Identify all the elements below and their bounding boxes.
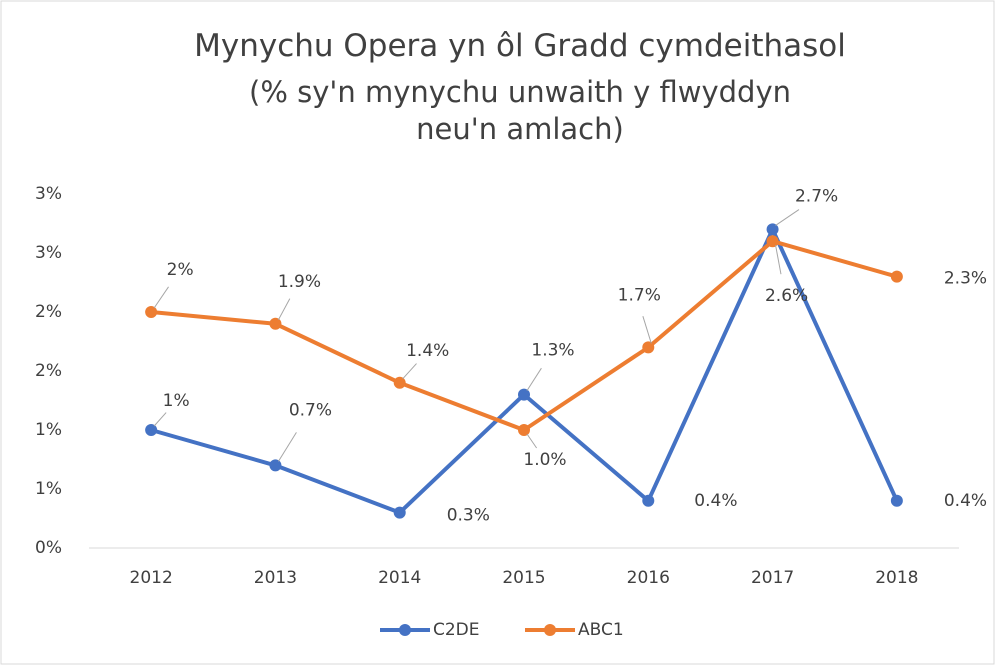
data-label: 1%: [163, 391, 190, 411]
leader-line: [153, 412, 167, 427]
data-point: [518, 424, 530, 436]
data-point: [642, 341, 655, 354]
chart-title: Mynychu Opera yn ôl Gradd cymdeithasol: [194, 28, 846, 64]
data-label: 1.7%: [618, 285, 661, 305]
data-label: 1.4%: [406, 341, 449, 361]
data-label: 0.7%: [289, 400, 332, 420]
legend-marker: [399, 624, 411, 636]
data-point: [890, 270, 903, 283]
data-label: 0.3%: [447, 506, 490, 526]
leader-line: [278, 432, 297, 462]
series-line: [150, 227, 899, 515]
data-label: 2%: [167, 260, 194, 280]
data-point: [766, 223, 779, 236]
legend-label: ABC1: [578, 620, 624, 640]
leader-line: [775, 209, 800, 226]
data-label: 1.9%: [278, 272, 321, 292]
leader-line: [526, 367, 542, 391]
data-label: 2.7%: [795, 186, 838, 206]
data-point: [393, 506, 406, 519]
leader-line: [526, 433, 538, 449]
data-point: [269, 317, 282, 330]
data-label: 2.3%: [944, 269, 987, 289]
leader-line: [775, 245, 782, 275]
leader-line: [153, 286, 169, 309]
y-tick-label: 1%: [35, 479, 62, 499]
leader-line: [402, 363, 417, 380]
y-tick-label: 3%: [35, 184, 62, 204]
chart-subtitle: (% sy'n mynychu unwaith y flwyddyn neu'n…: [249, 75, 791, 146]
x-tick-label: 2018: [875, 568, 918, 588]
y-tick-label: 3%: [35, 243, 62, 263]
data-point: [518, 388, 530, 401]
y-tick-label: 2%: [35, 302, 62, 322]
y-tick-label: 0%: [35, 538, 62, 558]
leader-line: [642, 316, 652, 344]
data-label: 1.3%: [531, 341, 574, 361]
data-label: 2.6%: [765, 286, 808, 306]
data-point: [145, 306, 158, 318]
x-tick-label: 2014: [378, 568, 421, 588]
legend-label: C2DE: [433, 620, 480, 640]
x-tick-label: 2013: [254, 568, 297, 588]
y-tick-label: 2%: [35, 361, 62, 381]
data-point: [269, 459, 282, 472]
series-line: [150, 239, 898, 432]
data-point: [145, 424, 158, 436]
x-tick-label: 2012: [130, 568, 173, 588]
data-point: [642, 494, 655, 507]
data-label: 0.4%: [694, 491, 737, 511]
data-point: [890, 494, 903, 507]
data-label: 1.0%: [523, 450, 566, 470]
data-point: [766, 235, 779, 248]
legend-marker: [544, 624, 556, 636]
leader-line: [277, 298, 291, 321]
y-tick-label: 1%: [35, 420, 62, 440]
x-tick-label: 2016: [627, 568, 670, 588]
data-point: [393, 376, 406, 389]
x-tick-label: 2015: [502, 568, 545, 588]
x-tick-label: 2017: [751, 568, 794, 588]
data-label: 0.4%: [944, 491, 987, 511]
